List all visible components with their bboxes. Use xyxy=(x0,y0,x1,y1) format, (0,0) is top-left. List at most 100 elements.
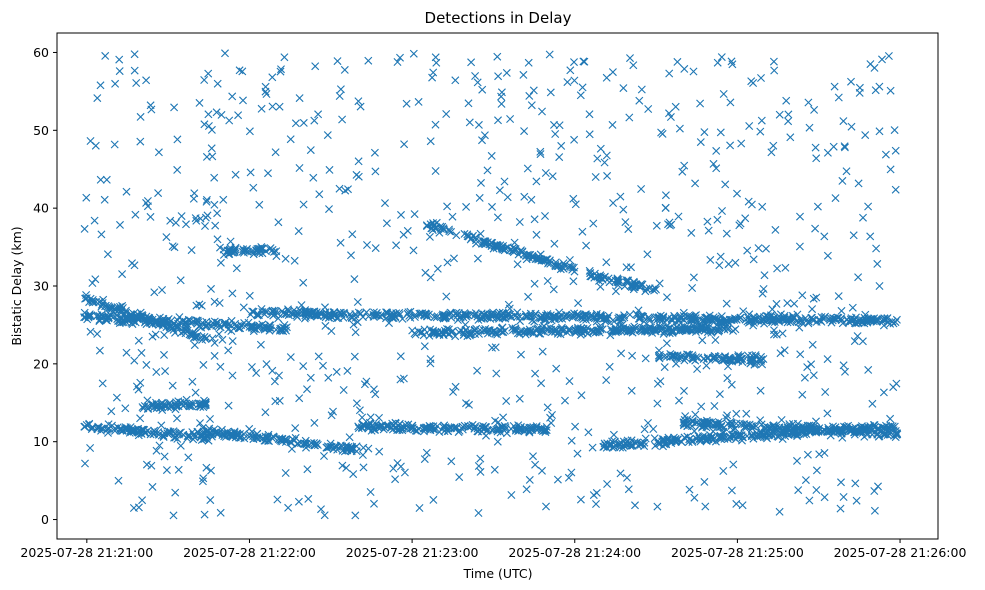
detection-point xyxy=(701,502,710,511)
detection-point xyxy=(331,441,340,450)
detection-point xyxy=(629,61,638,70)
detection-point xyxy=(327,327,336,335)
detection-point xyxy=(464,311,473,320)
detection-point xyxy=(272,247,281,256)
detection-point xyxy=(776,349,785,358)
detection-point xyxy=(487,151,496,160)
detection-point xyxy=(600,158,609,167)
detection-point xyxy=(228,289,237,298)
detection-point xyxy=(870,63,879,72)
detection-point xyxy=(699,432,708,441)
detection-point xyxy=(758,360,767,369)
detection-point xyxy=(247,363,256,371)
detection-point xyxy=(349,320,358,329)
detection-point xyxy=(592,317,601,326)
detection-point xyxy=(541,428,550,437)
detection-point xyxy=(692,434,701,443)
detection-point xyxy=(715,326,724,335)
detection-point xyxy=(426,137,435,146)
detection-point xyxy=(416,309,425,318)
detection-point xyxy=(582,241,591,250)
detection-point xyxy=(613,277,622,286)
detection-point xyxy=(336,308,345,317)
detection-point xyxy=(673,57,682,66)
detection-point xyxy=(491,416,500,425)
detection-point xyxy=(531,369,540,378)
detection-point xyxy=(831,194,840,203)
detection-point xyxy=(102,425,111,434)
detection-point xyxy=(546,311,555,320)
detection-point xyxy=(674,212,683,221)
detection-point xyxy=(703,217,712,226)
detection-point xyxy=(86,327,95,336)
detection-point xyxy=(757,352,765,361)
detection-point xyxy=(630,280,639,289)
detection-point xyxy=(97,300,106,309)
detection-point xyxy=(725,432,734,441)
detection-point xyxy=(746,359,755,368)
detection-point xyxy=(364,56,373,65)
detection-point xyxy=(142,76,151,85)
detection-point xyxy=(351,328,360,337)
detection-point xyxy=(533,325,542,334)
detection-point xyxy=(813,202,822,211)
detection-point xyxy=(745,122,754,130)
detection-point xyxy=(763,423,772,432)
detection-point xyxy=(162,233,171,242)
detection-point xyxy=(111,424,120,433)
detection-point xyxy=(823,409,832,418)
detection-point xyxy=(104,302,113,311)
detection-point xyxy=(215,299,224,307)
detection-point xyxy=(220,432,229,441)
detection-point xyxy=(536,150,545,159)
detection-point xyxy=(892,315,901,324)
detection-point xyxy=(171,488,180,497)
detection-point xyxy=(408,424,417,432)
detection-point xyxy=(197,333,206,341)
detection-point xyxy=(709,159,718,168)
detection-point xyxy=(756,127,765,136)
detection-point xyxy=(603,480,612,488)
detection-point xyxy=(184,401,193,410)
detection-point xyxy=(653,502,662,511)
detection-point xyxy=(478,85,487,94)
detection-point xyxy=(567,468,576,477)
detection-point xyxy=(317,505,325,514)
detection-point xyxy=(155,401,164,409)
detection-point xyxy=(358,413,367,422)
detection-point xyxy=(138,496,147,505)
detection-point xyxy=(230,429,239,437)
detection-point xyxy=(82,421,91,429)
detection-point xyxy=(873,259,882,268)
detection-point xyxy=(538,107,546,116)
detection-point xyxy=(461,311,470,320)
detection-point xyxy=(850,430,859,439)
detection-point xyxy=(95,346,104,355)
y-tick-label: 50 xyxy=(33,123,49,138)
detection-point xyxy=(278,435,287,444)
detection-point xyxy=(216,243,224,252)
detection-point xyxy=(477,178,485,187)
detection-point xyxy=(617,349,626,358)
detection-point xyxy=(118,270,127,279)
detection-point xyxy=(837,306,846,315)
detection-point xyxy=(411,310,420,319)
detection-point xyxy=(603,171,612,180)
y-tick-label: 20 xyxy=(33,356,49,371)
detection-point xyxy=(134,424,143,433)
detection-point xyxy=(354,157,363,166)
detection-point xyxy=(249,308,258,316)
detection-point xyxy=(118,301,127,310)
detection-point xyxy=(200,510,209,519)
detection-point xyxy=(142,320,151,329)
detection-point xyxy=(675,315,683,324)
detection-point xyxy=(893,429,902,438)
detection-point xyxy=(210,351,219,360)
detection-point xyxy=(576,91,585,100)
detection-point xyxy=(320,452,328,460)
detection-point xyxy=(294,497,303,506)
detection-point xyxy=(527,101,536,110)
detection-point xyxy=(570,58,578,67)
detection-point xyxy=(104,420,113,429)
detection-point xyxy=(621,218,630,227)
